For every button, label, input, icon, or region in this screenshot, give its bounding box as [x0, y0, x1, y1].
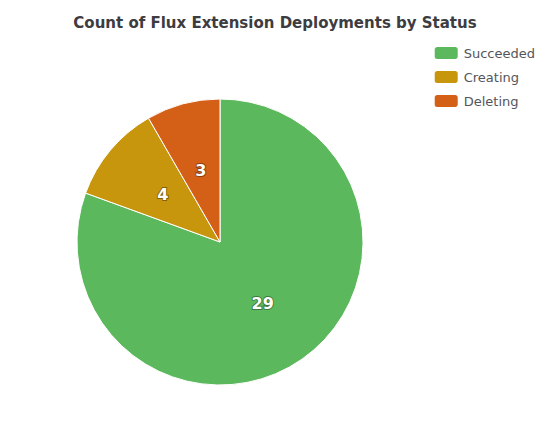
svg-text:Deleting: Deleting [464, 94, 519, 109]
svg-text:4: 4 [157, 185, 168, 204]
svg-text:3: 3 [195, 161, 206, 180]
svg-text:Succeeded: Succeeded [464, 46, 535, 61]
svg-text:Creating: Creating [464, 70, 519, 85]
svg-text:29: 29 [252, 294, 274, 313]
svg-text:Count of Flux Extension Deploy: Count of Flux Extension Deployments by S… [73, 14, 476, 32]
